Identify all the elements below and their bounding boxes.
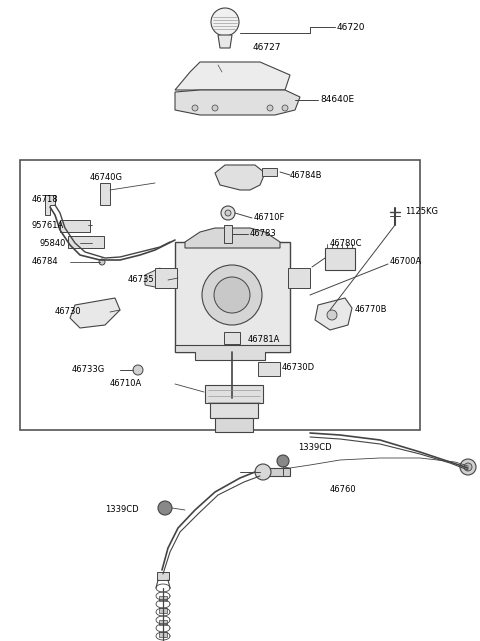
Polygon shape [45, 195, 55, 215]
Text: 84640E: 84640E [320, 96, 354, 104]
Text: 46710F: 46710F [254, 213, 286, 222]
Bar [224, 332, 240, 344]
Bar [159, 632, 167, 637]
Text: 46720: 46720 [337, 22, 365, 31]
Circle shape [225, 210, 231, 216]
Bar [224, 225, 232, 243]
Polygon shape [185, 228, 280, 248]
Bar [215, 418, 253, 432]
Text: 46733G: 46733G [72, 365, 105, 374]
Circle shape [158, 501, 172, 515]
Text: 95761A: 95761A [32, 221, 64, 229]
Text: 46781A: 46781A [248, 335, 280, 344]
Circle shape [267, 105, 273, 111]
Circle shape [212, 105, 218, 111]
Text: 46727: 46727 [253, 42, 281, 51]
Circle shape [99, 259, 105, 265]
Circle shape [221, 206, 235, 220]
Text: 95840: 95840 [40, 238, 66, 247]
Text: 46784: 46784 [32, 258, 59, 267]
Circle shape [282, 105, 288, 111]
Bar [258, 362, 280, 376]
Text: 46780C: 46780C [330, 238, 362, 247]
Bar [155, 268, 177, 288]
Circle shape [133, 365, 143, 375]
Text: 46730D: 46730D [282, 363, 315, 372]
Text: 46735: 46735 [128, 276, 155, 285]
Bar [157, 572, 169, 580]
Polygon shape [70, 298, 120, 328]
Text: 46710A: 46710A [110, 379, 142, 388]
Text: 46784B: 46784B [290, 171, 323, 179]
Text: 1125KG: 1125KG [405, 208, 438, 217]
Polygon shape [215, 165, 265, 190]
Polygon shape [315, 298, 352, 330]
Text: 46760: 46760 [330, 485, 357, 494]
Text: 46730: 46730 [55, 308, 82, 317]
Text: 46783: 46783 [250, 229, 277, 238]
Bar [68, 236, 104, 248]
Bar [205, 385, 263, 403]
Bar [175, 242, 290, 352]
Polygon shape [260, 468, 290, 476]
Bar [159, 608, 167, 613]
Bar [159, 620, 167, 625]
Bar [325, 248, 355, 270]
Circle shape [211, 8, 239, 36]
Polygon shape [175, 345, 290, 360]
Circle shape [277, 455, 289, 467]
Circle shape [214, 277, 250, 313]
Bar [288, 268, 310, 288]
Circle shape [464, 463, 472, 471]
Text: 1339CD: 1339CD [298, 444, 332, 453]
Circle shape [327, 310, 337, 320]
Text: 1339CD: 1339CD [105, 506, 139, 515]
Circle shape [255, 464, 271, 480]
Text: 46770B: 46770B [355, 306, 387, 315]
Bar [60, 220, 90, 232]
Bar [210, 403, 258, 418]
Circle shape [460, 459, 476, 475]
Bar [159, 596, 167, 601]
Text: 46740G: 46740G [90, 174, 123, 183]
Polygon shape [218, 35, 232, 48]
Bar [20, 160, 420, 430]
Text: 46700A: 46700A [390, 258, 422, 267]
Polygon shape [145, 268, 165, 288]
Bar [100, 183, 110, 205]
Circle shape [202, 265, 262, 325]
Bar [262, 168, 277, 176]
Polygon shape [175, 90, 300, 115]
Text: 46718: 46718 [32, 196, 59, 204]
Circle shape [192, 105, 198, 111]
Polygon shape [175, 62, 290, 90]
